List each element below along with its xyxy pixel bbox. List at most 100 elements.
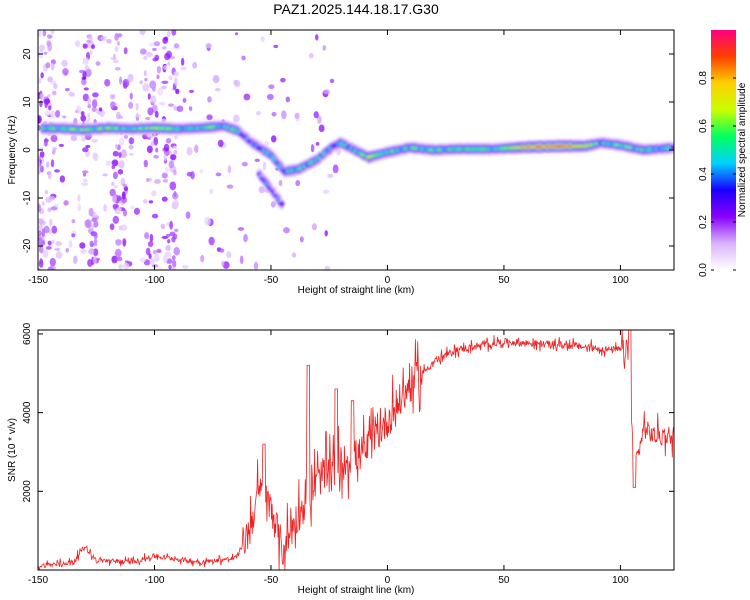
noise-speckle — [173, 247, 181, 256]
noise-speckle — [87, 112, 91, 122]
noise-speckle — [135, 102, 139, 111]
noise-speckle — [206, 114, 213, 121]
noise-speckle — [128, 137, 135, 145]
noise-speckle — [182, 97, 187, 103]
noise-speckle — [123, 134, 129, 139]
noise-speckle — [173, 169, 177, 176]
noise-speckle — [166, 30, 171, 38]
noise-speckle — [42, 249, 49, 259]
noise-speckle — [122, 209, 128, 217]
noise-speckle — [145, 116, 151, 121]
noise-speckle — [285, 96, 291, 103]
noise-speckle — [86, 39, 91, 44]
noise-speckle — [109, 188, 116, 197]
noise-speckle — [281, 110, 287, 120]
noise-speckle — [174, 77, 178, 86]
noise-speckle — [173, 135, 179, 140]
noise-speckle — [46, 40, 51, 47]
noise-speckle — [143, 70, 147, 77]
noise-speckle — [205, 42, 213, 49]
noise-speckle — [77, 203, 82, 212]
colorbar-tick-label: 0.2 — [698, 215, 709, 229]
noise-speckle — [122, 183, 128, 187]
noise-speckle — [256, 110, 261, 116]
noise-speckle — [234, 79, 241, 88]
noise-speckle — [80, 137, 87, 142]
colorbar: 0.0 0.2 0.4 0.6 0.8 Normalized spectral ampl… — [698, 30, 748, 277]
noise-speckle — [173, 150, 178, 155]
x-tick-label: 50 — [498, 275, 510, 286]
noise-speckle — [91, 138, 99, 143]
noise-speckle — [112, 150, 119, 157]
noise-speckle — [84, 65, 90, 70]
noise-speckle — [84, 68, 92, 78]
noise-speckle — [79, 242, 86, 249]
noise-speckle — [135, 113, 142, 118]
noise-speckle — [65, 247, 70, 253]
noise-speckle — [88, 248, 95, 255]
noise-speckle — [215, 172, 222, 177]
noise-speckle — [143, 159, 148, 168]
noise-speckle — [38, 30, 42, 37]
noise-speckle — [314, 34, 319, 41]
noise-speckle — [212, 75, 220, 84]
noise-speckle — [102, 173, 108, 177]
noise-speckle — [294, 112, 300, 120]
noise-speckle — [200, 254, 205, 263]
noise-speckle — [68, 91, 75, 97]
noise-speckle — [114, 67, 121, 71]
noise-speckle — [38, 204, 42, 212]
y-tick-label: 6000 — [22, 322, 33, 345]
noise-speckle — [157, 87, 164, 96]
noise-speckle — [270, 201, 276, 208]
noise-speckle — [55, 241, 62, 247]
noise-speckle — [93, 238, 98, 245]
noise-speckle — [38, 230, 42, 237]
noise-speckle — [175, 88, 180, 95]
noise-speckle — [53, 83, 58, 90]
noise-speckle — [291, 252, 297, 258]
noise-speckle — [222, 261, 230, 269]
noise-speckle — [253, 261, 259, 270]
noise-speckle — [241, 161, 248, 167]
noise-speckle — [110, 101, 116, 109]
noise-speckle — [327, 173, 334, 179]
noise-speckle — [39, 92, 45, 100]
noise-speckle — [241, 55, 246, 61]
noise-speckle — [154, 110, 159, 118]
noise-speckle — [103, 204, 107, 212]
noise-speckle — [47, 240, 52, 246]
noise-speckle — [50, 30, 55, 35]
noise-speckle — [237, 227, 245, 231]
noise-speckle — [62, 115, 67, 119]
noise-speckle — [207, 96, 212, 103]
noise-speckle — [51, 90, 57, 96]
noise-speckle — [111, 194, 117, 203]
noise-speckle — [112, 215, 120, 224]
noise-speckle — [130, 205, 135, 210]
noise-speckle — [186, 146, 193, 156]
noise-speckle — [119, 76, 123, 85]
noise-speckle — [112, 59, 120, 64]
noise-speckle — [54, 169, 61, 173]
noise-speckle — [44, 189, 49, 195]
noise-speckle — [47, 171, 52, 180]
snr-series-line — [38, 330, 674, 570]
noise-speckle — [52, 146, 57, 151]
noise-speckle — [151, 190, 157, 197]
snr-panel: -150 -100 -50 0 50 100 2000 4000 6000 Height of… — [7, 322, 675, 596]
noise-speckle — [234, 32, 239, 36]
noise-speckle — [61, 59, 68, 67]
noise-speckle — [322, 189, 330, 194]
noise-speckle — [168, 103, 175, 107]
noise-speckle — [322, 45, 327, 51]
noise-speckle — [105, 160, 113, 167]
colorbar-gradient — [711, 30, 736, 270]
ridge-cell — [279, 202, 285, 206]
x-tick-label: 50 — [498, 575, 510, 586]
noise-speckle — [45, 161, 50, 168]
noise-speckle — [188, 89, 195, 93]
noise-speckle — [44, 101, 48, 109]
chart-title: PAZ1.2025.144.18.17.G30 — [273, 1, 439, 17]
ridge-cell — [670, 146, 674, 150]
